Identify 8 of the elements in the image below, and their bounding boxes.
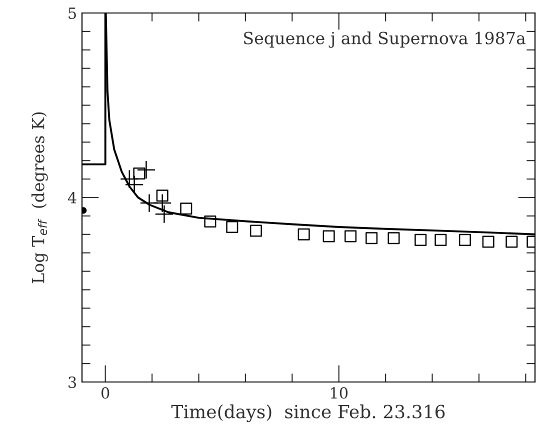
y-tick-label: 4 [68, 192, 76, 204]
y-axis-title: Log T$_{eff}$ (degrees K) [31, 112, 48, 284]
annotation: Sequence j and Supernova 1987a [244, 31, 526, 48]
x-axis-title: Time(days) since Feb. 23.316 [171, 404, 445, 422]
x-tick-label: 10 [331, 387, 348, 399]
y-tick-label: 5 [68, 8, 76, 20]
y-tick-label: 3 [68, 376, 76, 388]
x-tick-label: 0 [102, 387, 110, 399]
